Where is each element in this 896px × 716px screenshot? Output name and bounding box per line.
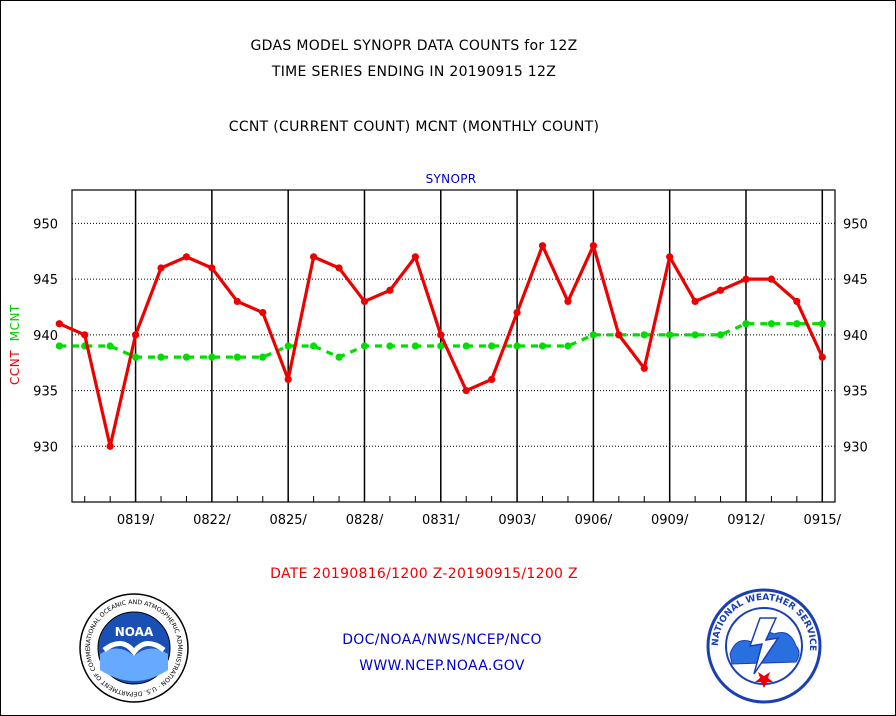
nws-logo: NATIONAL WEATHER SERVICE xyxy=(706,588,822,704)
y-tick-label-left: 935 xyxy=(33,385,58,400)
x-tick-label: 0915/ xyxy=(804,513,842,528)
mcnt-point xyxy=(488,342,496,350)
series xyxy=(55,242,826,450)
ccnt-point xyxy=(182,253,191,261)
ccnt-point xyxy=(793,297,801,306)
ccnt-point xyxy=(691,297,699,306)
mcnt-point xyxy=(513,342,521,350)
mcnt-point xyxy=(691,331,699,339)
mcnt-point xyxy=(793,320,801,328)
ccnt-point xyxy=(411,253,419,261)
ccnt-point xyxy=(488,375,496,384)
mcnt-point xyxy=(538,342,547,350)
x-tick-label: 0825/ xyxy=(269,513,307,528)
ccnt-point xyxy=(538,242,547,250)
ccnt-point xyxy=(513,308,521,317)
mcnt-point xyxy=(208,353,216,361)
panel-label: SYNOPR xyxy=(425,172,477,186)
x-tick-label: 0831/ xyxy=(422,513,460,528)
chart-title-line2: TIME SERIES ENDING IN 20190915 12Z xyxy=(271,64,557,80)
ccnt-point xyxy=(462,386,470,395)
ccnt-point xyxy=(615,331,623,339)
chart-title: GDAS MODEL SYNOPR DATA COUNTS for 12Z xyxy=(250,38,578,54)
y-tick-label-right: 940 xyxy=(843,329,868,344)
ccnt-point xyxy=(666,253,674,261)
mcnt-point xyxy=(716,331,725,339)
mcnt-point xyxy=(742,320,750,328)
x-tick-label: 0903/ xyxy=(498,513,536,528)
mcnt-point xyxy=(131,353,140,361)
website-link[interactable]: WWW.NCEP.NOAA.GOV xyxy=(359,658,525,674)
plot-border xyxy=(71,189,836,503)
mcnt-point xyxy=(182,353,191,361)
ccnt-point xyxy=(81,331,89,339)
noaa-logo-text: NOAA xyxy=(115,625,154,639)
mcnt-point xyxy=(564,342,572,350)
mcnt-point xyxy=(589,331,597,339)
mcnt-point xyxy=(360,342,369,350)
noaa-logo: NATIONAL OCEANIC AND ATMOSPHERIC ADMINIS… xyxy=(78,592,189,703)
ccnt-point xyxy=(208,264,216,272)
ccnt-point xyxy=(335,264,343,272)
x-tick-label: 0822/ xyxy=(193,513,231,528)
chart-subtitle: CCNT (CURRENT COUNT) MCNT (MONTHLY COUNT… xyxy=(228,119,600,135)
ccnt-point xyxy=(716,286,725,294)
mcnt-point xyxy=(818,320,826,328)
ccnt-point xyxy=(310,253,318,261)
y-tick-label-right: 945 xyxy=(843,273,868,288)
ccnt-point xyxy=(284,375,292,384)
mcnt-point xyxy=(640,331,648,339)
mcnt-point xyxy=(157,353,165,361)
ccnt-point xyxy=(259,308,267,317)
mcnt-point xyxy=(437,342,445,350)
mcnt-point xyxy=(233,353,241,361)
ccnt-point xyxy=(386,286,394,294)
mcnt-point xyxy=(259,353,267,361)
date-range-label: DATE 20190816/1200 Z-20190915/1200 Z xyxy=(270,566,578,582)
ccnt-point xyxy=(564,297,572,306)
ccnt-point xyxy=(640,364,648,372)
x-ticks: 0819/0822/0825/0828/0831/0903/0906/0909/… xyxy=(84,496,842,528)
ccnt-point xyxy=(55,320,63,328)
ccnt-point xyxy=(233,297,241,306)
y-ticks: 930 930 935 935 940 940 945 945 950 950 xyxy=(33,217,868,455)
mcnt-point xyxy=(310,342,318,350)
mcnt-point xyxy=(106,342,114,350)
y-tick-label-right: 930 xyxy=(843,440,868,455)
grid xyxy=(72,190,835,502)
ccnt-point xyxy=(437,331,445,339)
ccnt-point xyxy=(767,275,776,283)
org-label: DOC/NOAA/NWS/NCEP/NCO xyxy=(342,632,542,648)
ccnt-point xyxy=(106,442,114,450)
mcnt-point xyxy=(55,342,63,350)
x-tick-label: 0819/ xyxy=(117,513,155,528)
y-tick-label-left: 930 xyxy=(33,440,58,455)
y-tick-label-right: 950 xyxy=(843,217,868,232)
ccnt-point xyxy=(157,264,165,272)
mcnt-point xyxy=(284,342,292,350)
y-tick-label-left: 940 xyxy=(33,329,58,344)
ccnt-point xyxy=(589,242,597,250)
x-tick-label: 0828/ xyxy=(346,513,384,528)
mcnt-point xyxy=(767,320,776,328)
ccnt-point xyxy=(360,297,369,306)
ccnt-point xyxy=(131,331,140,339)
ccnt-point xyxy=(818,353,826,361)
mcnt-point xyxy=(666,331,674,339)
mcnt-point xyxy=(335,353,343,361)
ccnt-point xyxy=(742,275,750,283)
x-tick-label: 0912/ xyxy=(727,513,765,528)
y-tick-label-left: 945 xyxy=(33,273,58,288)
mcnt-point xyxy=(462,342,470,350)
x-tick-label: 0906/ xyxy=(575,513,613,528)
y-tick-label-left: 950 xyxy=(33,217,58,232)
y-tick-label-right: 935 xyxy=(843,385,868,400)
mcnt-point xyxy=(411,342,419,350)
x-tick-label: 0909/ xyxy=(651,513,689,528)
mcnt-point xyxy=(386,342,394,350)
